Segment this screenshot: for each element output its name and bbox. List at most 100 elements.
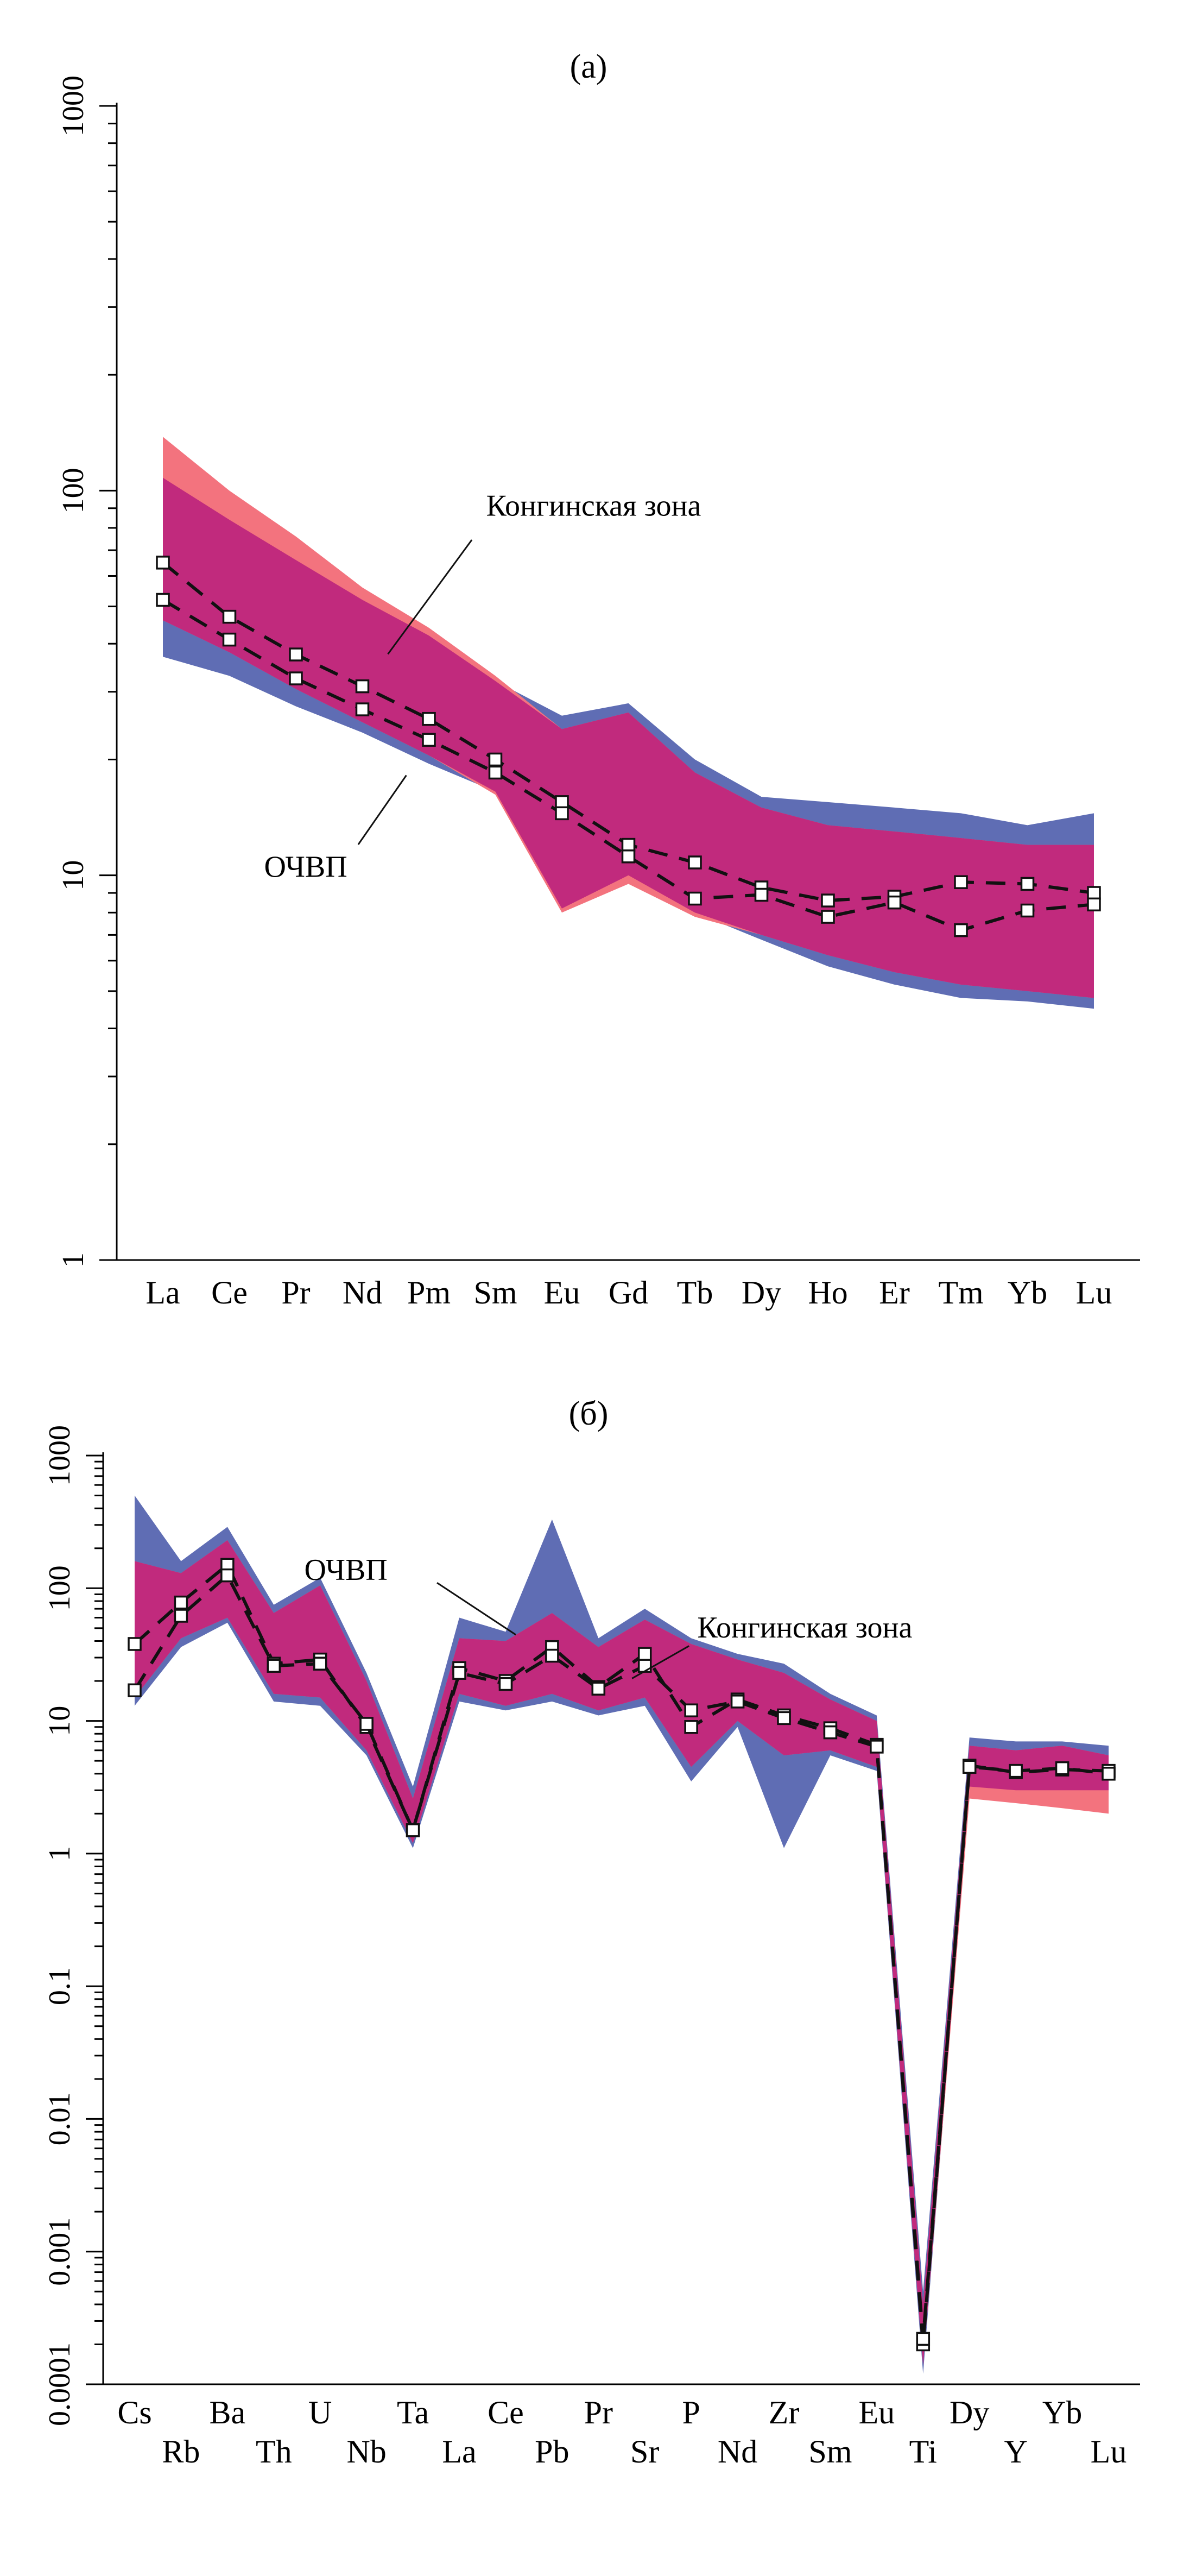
y-tick-label: 1000 (43, 1425, 77, 1486)
y-tick-label: 1 (56, 1252, 90, 1268)
square-marker (545, 1648, 559, 1663)
field-overlap (163, 477, 1094, 998)
square-marker (954, 875, 968, 889)
y-tick-label: 0.0001 (43, 2342, 77, 2426)
x-label-La: La (442, 2434, 476, 2470)
square-marker (555, 806, 569, 821)
x-label-Zr: Zr (769, 2395, 800, 2430)
annotation-text: ОЧВП (305, 1553, 388, 1587)
x-label-Nd: Nd (718, 2434, 757, 2470)
annotation: Конгинская зона (387, 489, 701, 655)
annotation: ОЧВП (264, 774, 407, 884)
panel-b: (б) 1000 100 10 1 0.1 0.01 0.001 0.0001 Cs Rb Ba Th… (0, 1347, 1177, 2576)
y-tick-label: 100 (43, 1565, 77, 1611)
square-marker (637, 1647, 652, 1661)
x-label-Rb: Rb (162, 2434, 200, 2470)
square-marker (777, 1711, 791, 1725)
x-label-U: U (308, 2395, 332, 2430)
x-label-Pm: Pm (407, 1275, 451, 1311)
square-marker (1020, 877, 1035, 891)
x-label-P: P (682, 2395, 700, 2430)
x-label-Yb: Yb (1042, 2395, 1082, 2430)
x-label-Y: Y (1004, 2434, 1027, 2470)
square-marker (222, 609, 237, 624)
square-marker (422, 711, 436, 726)
square-marker (591, 1681, 606, 1696)
square-marker (555, 795, 569, 809)
square-marker (1087, 886, 1101, 900)
y-tick-labels: 1000 100 10 1 0.1 0.01 0.001 0.0001 (43, 1425, 77, 2426)
y-tick-labels: 1000 100 10 1 (56, 75, 90, 1268)
square-marker (887, 895, 902, 910)
square-marker (488, 765, 503, 780)
square-marker (621, 837, 636, 852)
square-marker (1020, 903, 1035, 918)
square-marker (962, 1760, 977, 1774)
square-marker (355, 679, 370, 694)
x-label-Pb: Pb (535, 2434, 569, 2470)
mean-line (133, 1572, 1109, 2339)
square-marker (289, 647, 303, 662)
x-label-Eu: Eu (544, 1275, 580, 1311)
square-marker (156, 593, 170, 607)
square-marker (174, 1609, 188, 1623)
square-marker (174, 1595, 188, 1610)
x-label-Nb: Nb (346, 2434, 386, 2470)
square-marker (220, 1568, 235, 1583)
x-label-Ce: Ce (488, 2395, 524, 2430)
x-label-Ba: Ba (210, 2395, 246, 2430)
square-marker (128, 1637, 142, 1651)
x-label-Dy: Dy (950, 2395, 989, 2430)
y-tick-label: 0.001 (43, 2218, 77, 2286)
panel-b-title: (б) (568, 1395, 609, 1432)
square-marker (1009, 1763, 1023, 1778)
x-label-Nd: Nd (343, 1275, 382, 1311)
square-marker (498, 1677, 513, 1691)
square-marker (289, 671, 303, 685)
square-marker (359, 1717, 374, 1731)
x-label-Tm: Tm (938, 1275, 983, 1311)
square-marker (422, 733, 436, 747)
square-marker (313, 1657, 327, 1671)
x-label-Cs: Cs (117, 2395, 151, 2430)
square-marker (688, 891, 702, 906)
square-marker (823, 1725, 838, 1740)
annotation: Конгинская зона (631, 1611, 912, 1679)
square-marker (684, 1703, 698, 1717)
panel-a-title: (а) (569, 48, 608, 85)
x-labels: La Ce Pr Nd Pm Sm Eu Gd Tb Dy Ho Er Tm Yb Lu (145, 1275, 1112, 1311)
fields (163, 437, 1094, 1009)
annotation-leader-line (387, 539, 473, 655)
square-marker (355, 702, 370, 716)
square-marker (156, 556, 170, 570)
annotation-text: Конгинская зона (697, 1611, 912, 1645)
x-label-Sm: Sm (473, 1275, 517, 1311)
annotation-leader-line (357, 774, 407, 845)
mean-line (134, 1562, 1109, 2345)
square-marker (954, 923, 968, 937)
square-marker (754, 887, 769, 902)
square-marker (452, 1666, 466, 1680)
x-label-Ta: Ta (397, 2395, 429, 2430)
x-label-Yb: Yb (1008, 1275, 1047, 1311)
square-marker (916, 2332, 931, 2346)
square-marker (1055, 1761, 1070, 1775)
square-marker (821, 910, 835, 924)
annotation: ОЧВП (305, 1553, 517, 1636)
panel-a: (а) 1000 100 10 1 La Ce Pr Nd Pm Sm Eu Gd Tb Dy Ho Er Tm… (56, 48, 1140, 1311)
mean-line (162, 598, 1094, 932)
square-marker (406, 1823, 420, 1837)
square-marker (488, 752, 503, 767)
square-marker (1087, 897, 1101, 912)
square-marker (684, 1720, 698, 1734)
y-tick-label: 10 (56, 860, 90, 891)
annotation-text: Конгинская зона (486, 489, 701, 522)
x-label-Lu: Lu (1076, 1275, 1112, 1311)
y-tick-label: 0.01 (43, 2092, 77, 2145)
square-marker (730, 1695, 745, 1709)
x-label-Sr: Sr (630, 2434, 659, 2470)
square-marker (1102, 1767, 1116, 1781)
fields (135, 1495, 1109, 2374)
